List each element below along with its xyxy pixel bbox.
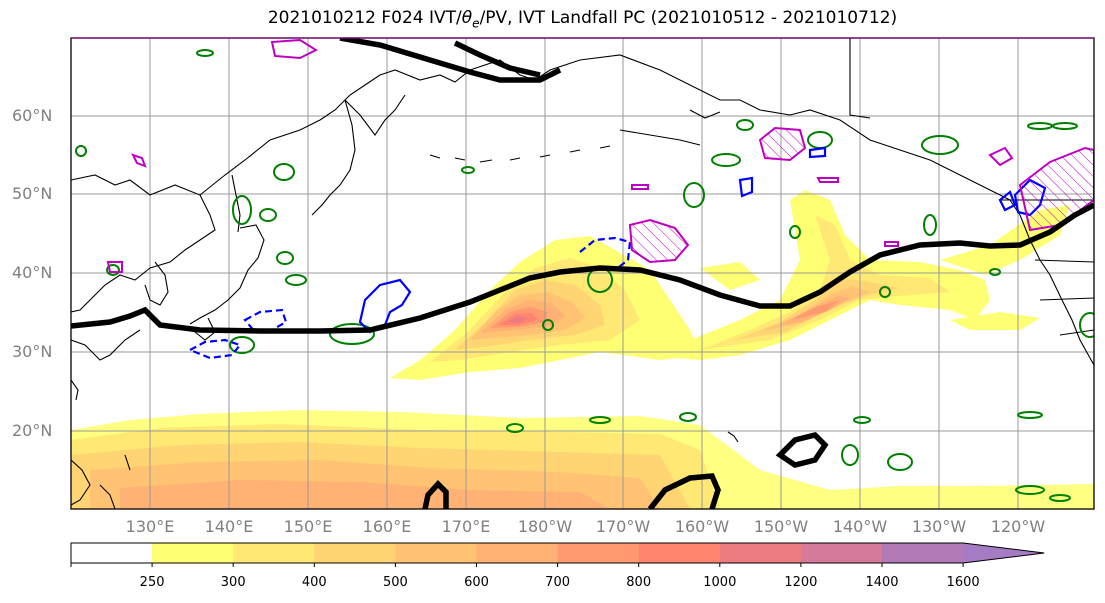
lat-label-60: 60°N bbox=[12, 106, 53, 125]
lat-label-50: 50°N bbox=[12, 184, 53, 203]
colorbar-segment bbox=[71, 543, 153, 563]
jet-contour bbox=[71, 38, 1094, 509]
lon-label-150e: 150°E bbox=[283, 517, 333, 536]
landfall-pc-contours bbox=[106, 38, 1094, 273]
colorbar-segment bbox=[800, 543, 883, 563]
lon-label-130w: 130°W bbox=[911, 517, 967, 536]
lon-label-180w: 180°W bbox=[517, 517, 573, 536]
colorbar-tick-label: 400 bbox=[301, 575, 327, 590]
colorbar-segment bbox=[314, 543, 396, 563]
colorbar-tick-label: 1400 bbox=[865, 575, 899, 590]
lon-label-140e: 140°E bbox=[204, 517, 254, 536]
colorbar-tick-label: 700 bbox=[545, 575, 571, 590]
colorbar-segment bbox=[476, 543, 559, 563]
ivt-shading bbox=[71, 190, 1094, 509]
colorbar-outline bbox=[70, 542, 1045, 564]
colorbar-segment bbox=[557, 543, 640, 563]
colorbar-tick-label: 250 bbox=[139, 575, 165, 590]
colorbar-tick-label: 1200 bbox=[784, 575, 818, 590]
lat-label-30: 30°N bbox=[12, 342, 53, 361]
colorbar-tick-label: 800 bbox=[626, 575, 652, 590]
map-title: 2021010212 F024 IVT/θe/PV, IVT Landfall … bbox=[267, 8, 898, 31]
lon-label-130e: 130°E bbox=[125, 517, 175, 536]
colorbar-tick-label: 500 bbox=[382, 575, 408, 590]
colorbar-segment bbox=[638, 543, 721, 563]
lon-label-170e: 170°E bbox=[441, 517, 491, 536]
lon-label-120w: 120°W bbox=[990, 517, 1046, 536]
colorbar-segment bbox=[719, 543, 802, 563]
colorbar-segment bbox=[882, 543, 964, 563]
colorbar-tick-label: 300 bbox=[220, 575, 246, 590]
lat-label-40: 40°N bbox=[12, 263, 53, 282]
theta-e-contours bbox=[75, 49, 1094, 502]
colorbar-tick-label: 1000 bbox=[703, 575, 737, 590]
graticule bbox=[71, 38, 1094, 509]
lon-label-160w: 160°W bbox=[674, 517, 730, 536]
lon-label-160e: 160°E bbox=[362, 517, 412, 536]
colorbar-segment bbox=[395, 543, 477, 563]
colorbar-tick-label: 1600 bbox=[946, 575, 980, 590]
lon-label-150w: 150°W bbox=[753, 517, 809, 536]
lon-label-140w: 140°W bbox=[832, 517, 888, 536]
lon-label-170w: 170°W bbox=[595, 517, 651, 536]
colorbar bbox=[70, 542, 1045, 567]
colorbar-segment bbox=[233, 543, 315, 563]
colorbar-extend-arrow bbox=[963, 543, 1045, 563]
colorbar-tick-label: 600 bbox=[464, 575, 489, 590]
lat-label-20: 20°N bbox=[12, 421, 53, 440]
colorbar-segment bbox=[152, 543, 234, 563]
